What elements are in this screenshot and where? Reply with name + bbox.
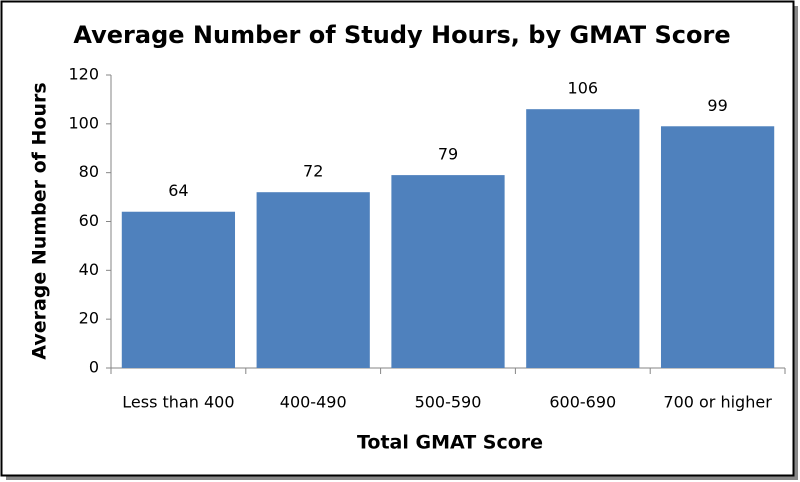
x-tick-label: 400-490 — [280, 393, 347, 412]
bar — [121, 211, 236, 368]
y-tick-label: 80 — [79, 162, 99, 181]
y-tick-label: 40 — [79, 260, 99, 279]
y-tick-label: 100 — [68, 113, 99, 132]
data-label: 64 — [168, 181, 188, 200]
y-tick-label: 60 — [79, 211, 99, 230]
bar — [256, 192, 370, 368]
y-tick-label: 120 — [68, 65, 99, 84]
data-label: 99 — [707, 96, 727, 115]
data-label: 79 — [438, 145, 458, 164]
y-axis-title: Average Number of Hours — [29, 82, 51, 359]
bar — [391, 175, 505, 368]
data-label: 106 — [568, 79, 599, 98]
x-tick-label: 600-690 — [549, 393, 616, 412]
x-tick-label: 500-590 — [415, 393, 482, 412]
data-label: 72 — [303, 162, 323, 181]
y-tick-label: 20 — [79, 309, 99, 328]
bar — [526, 109, 640, 368]
x-tick-label: 700 or higher — [663, 393, 772, 412]
x-axis-title: Total GMAT Score — [357, 432, 543, 454]
bar — [660, 126, 775, 369]
x-tick-label: Less than 400 — [122, 393, 234, 412]
y-tick-label: 0 — [89, 358, 99, 377]
chart-title: Average Number of Study Hours, by GMAT S… — [73, 21, 730, 49]
